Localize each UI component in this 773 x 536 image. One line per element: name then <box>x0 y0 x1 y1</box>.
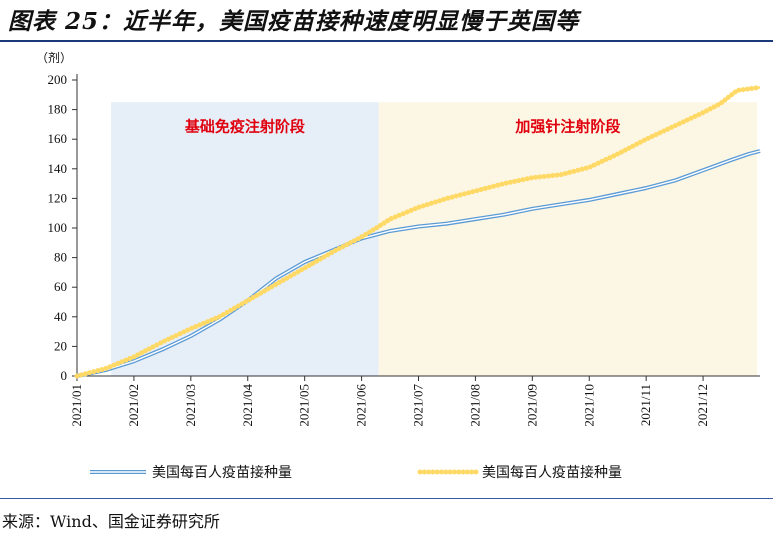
x-tick-label: 2021/12 <box>695 384 710 427</box>
x-tick-label: 2021/04 <box>240 384 255 427</box>
x-tick-label: 2021/01 <box>69 384 84 427</box>
x-tick-label: 2021/03 <box>183 384 198 427</box>
x-tick-label: 2021/09 <box>524 384 539 427</box>
phase-band-2 <box>378 102 758 376</box>
legend-label-1: 美国每百人疫苗接种量 <box>152 464 292 481</box>
y-unit-label: （剂） <box>36 50 72 65</box>
legend: 美国每百人疫苗接种量 美国每百人疫苗接种量 <box>90 464 622 481</box>
y-tick-label: 100 <box>48 220 68 235</box>
y-tick-label: 20 <box>54 338 67 353</box>
y-tick-label: 0 <box>61 368 68 383</box>
source-note: 来源：Wind、国金证券研究所 <box>2 512 220 531</box>
x-tick-label: 2021/08 <box>467 384 482 427</box>
axes: （剂） 0 20 40 60 80 100 120 140 160 180 200 2021/01 202… <box>36 50 760 427</box>
phase-band-1 <box>111 102 379 376</box>
phase-label-2: 加强针注射阶段 <box>514 117 620 135</box>
series-line-uk-core <box>76 86 761 378</box>
x-tick-label: 2021/07 <box>411 384 426 427</box>
x-tick-label: 2021/02 <box>126 384 141 427</box>
y-tick-label: 120 <box>48 190 68 205</box>
phase-labels: 基础免疫注射阶段 加强针注射阶段 <box>184 117 621 135</box>
line-chart: （剂） 0 20 40 60 80 100 120 140 160 180 200 2021/01 202… <box>36 50 763 481</box>
x-tick-label: 2021/05 <box>297 384 312 427</box>
x-tick-label: 2021/06 <box>354 384 369 427</box>
phase-label-1: 基础免疫注射阶段 <box>184 117 305 135</box>
series-lines <box>74 84 763 379</box>
series-line-us-inner <box>76 150 761 377</box>
y-tick-label: 40 <box>54 309 67 324</box>
y-tick-label: 160 <box>48 131 68 146</box>
title-rule <box>0 40 773 42</box>
x-tick-label: 2021/10 <box>581 384 596 427</box>
y-tick-label: 180 <box>48 102 68 117</box>
y-tick-label: 200 <box>48 72 68 87</box>
chart-title: 图表 25：近半年，美国疫苗接种速度明显慢于英国等 <box>8 8 580 35</box>
y-tick-label: 140 <box>48 161 68 176</box>
y-tick-label: 80 <box>54 250 67 265</box>
footer-rule <box>0 498 773 499</box>
y-tick-label: 60 <box>54 279 67 294</box>
legend-label-2: 美国每百人疫苗接种量 <box>482 464 622 481</box>
x-tick-label: 2021/11 <box>638 384 653 426</box>
phase-backgrounds <box>111 102 758 376</box>
